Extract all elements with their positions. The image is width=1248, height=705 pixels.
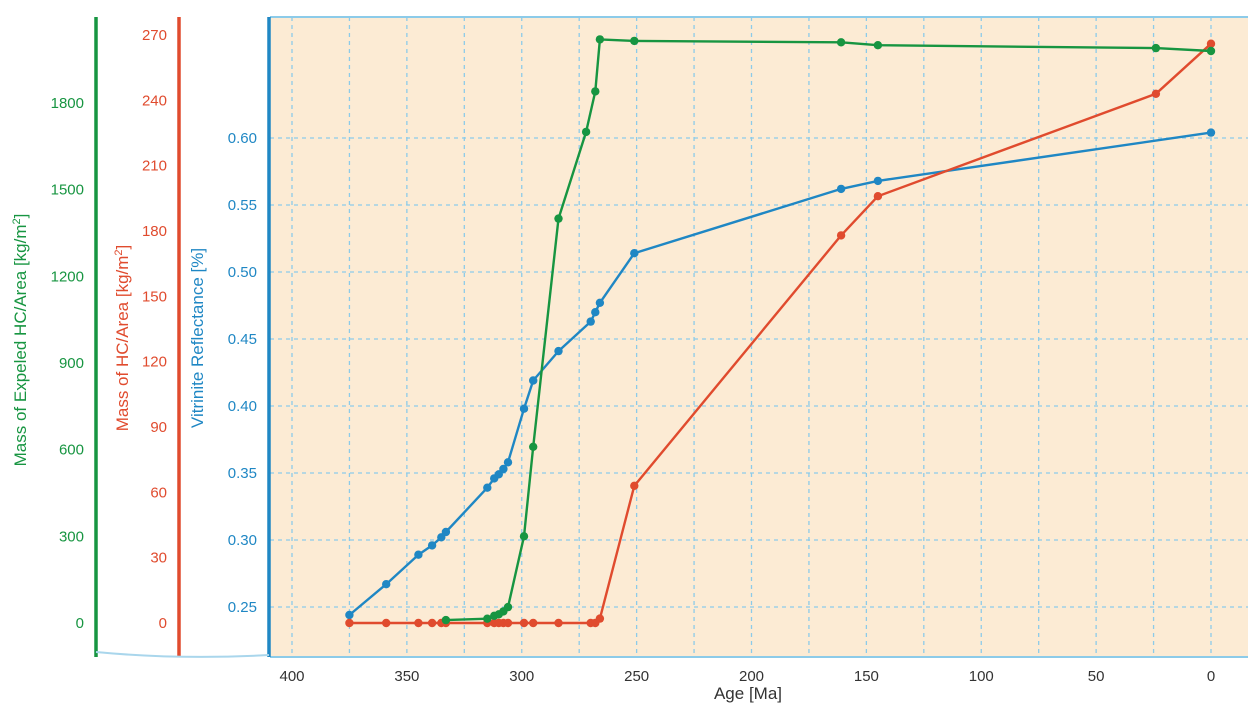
reflectance-point <box>630 249 639 258</box>
reflectance-tick-label: 0.40 <box>228 398 257 415</box>
mass_hc-point <box>595 614 605 623</box>
reflectance-tick-label: 0.45 <box>228 331 257 348</box>
mass-hc-axis-title: Mass of HC/Area [kg/m2] <box>113 245 132 432</box>
mass_expelled-tick-label: 1500 <box>51 182 84 199</box>
mass_hc-tick-label: 180 <box>142 223 167 240</box>
mass_expelled-tick-label: 900 <box>59 355 84 372</box>
x-tick-label: 200 <box>739 668 764 685</box>
mass_expelled-tick-label: 300 <box>59 528 84 545</box>
mass_expelled-point <box>483 614 492 623</box>
x-tick-label: 50 <box>1088 668 1105 685</box>
mass_expelled-tick-label: 1200 <box>51 268 84 285</box>
mass_hc-point <box>529 618 538 628</box>
reflectance-point <box>414 550 423 559</box>
mass_hc-tick-label: 30 <box>150 550 167 567</box>
mass_expelled-point <box>836 38 846 47</box>
x-tick-label: 300 <box>509 668 534 685</box>
mass_hc-tick-label: 0 <box>159 615 167 632</box>
labels: 0.25 0.30 0.35 0.40 0.45 0.50 0.55 0.60 0 30 60 90 1… <box>11 27 1215 685</box>
reflectance-point <box>1206 128 1216 137</box>
mass_hc-point <box>503 618 513 628</box>
mass_hc-tick-label: 270 <box>142 27 167 44</box>
mass_hc-point <box>519 618 529 628</box>
mass_hc-point <box>427 618 437 628</box>
mass_expelled-point <box>1151 43 1161 53</box>
mass_expelled-point <box>595 35 605 44</box>
reflectance-point <box>873 176 883 186</box>
mass_expelled-tick-label: 1800 <box>51 95 84 112</box>
mass_expelled-point <box>630 36 639 46</box>
mass_hc-tick-label: 150 <box>142 288 167 305</box>
plot-background <box>270 17 1248 657</box>
x-tick-label: 100 <box>969 668 994 685</box>
mass_hc-point <box>630 481 639 490</box>
mass_hc-point <box>836 231 846 240</box>
x-tick-label: 0 <box>1207 668 1215 685</box>
mass_hc-tick-label: 210 <box>142 158 167 175</box>
mass_hc-series-line <box>349 42 1212 625</box>
mass_hc-tick-label: 60 <box>150 484 167 501</box>
mass_expelled-point <box>1206 46 1216 56</box>
grid <box>270 17 1248 657</box>
mass_hc-point <box>345 618 354 628</box>
x-tick-label: 250 <box>624 668 649 685</box>
mass_expelled-point <box>503 602 513 612</box>
mass_hc-tick-label: 90 <box>150 419 167 436</box>
reflectance-axis-title: Vitrinite Reflectance [%] <box>188 248 207 428</box>
reflectance-tick-label: 0.60 <box>228 130 257 147</box>
mass_hc-point <box>382 618 391 628</box>
reflectance-point <box>499 464 508 474</box>
left-baseline <box>95 651 270 658</box>
reflectance-point <box>529 376 538 385</box>
reflectance-point <box>595 298 605 307</box>
axes <box>94 16 1248 658</box>
reflectance-point <box>519 404 529 413</box>
mass_hc-point <box>1206 39 1216 48</box>
mass_expelled-point <box>519 532 529 541</box>
reflectance-point <box>503 458 513 467</box>
mass_expelled-point <box>873 41 883 50</box>
reflectance-point <box>382 580 391 589</box>
reflectance-tick-label: 0.35 <box>228 465 257 482</box>
reflectance-point <box>427 541 437 550</box>
mass_expelled-tick-label: 600 <box>59 442 84 459</box>
mass_hc-point <box>1151 89 1161 99</box>
mass_hc-tick-label: 120 <box>142 354 167 371</box>
reflectance-point <box>345 610 354 620</box>
x-tick-label: 400 <box>279 668 304 685</box>
x-axis-label: Age [Ma] <box>714 684 782 703</box>
mass_expelled-point <box>529 442 538 451</box>
reflectance-point <box>441 527 451 537</box>
reflectance-tick-label: 0.30 <box>228 532 257 549</box>
mass_hc-point <box>873 192 883 201</box>
reflectance-point <box>836 184 846 194</box>
mass-expelled-axis-title: Mass of Expeled HC/Area [kg/m2] <box>11 214 30 467</box>
mass_hc-point <box>554 618 563 628</box>
mass_hc-tick-label: 240 <box>142 92 167 109</box>
mass_expelled-point <box>554 214 563 223</box>
x-tick-label: 150 <box>854 668 879 685</box>
reflectance-tick-label: 0.50 <box>228 264 257 281</box>
reflectance-point <box>586 317 595 326</box>
mass_expelled-tick-label: 0 <box>76 615 84 632</box>
mass_expelled-point <box>581 127 591 137</box>
mass_hc-point <box>414 618 423 628</box>
reflectance-point <box>591 308 600 317</box>
series <box>345 35 1216 628</box>
x-tick-label: 350 <box>394 668 419 685</box>
reflectance-point <box>554 346 563 356</box>
mass_expelled-point <box>441 615 451 625</box>
mass_expelled-point <box>591 87 600 96</box>
reflectance-point <box>483 483 492 492</box>
reflectance-tick-label: 0.25 <box>228 599 257 616</box>
reflectance-tick-label: 0.55 <box>228 197 257 214</box>
